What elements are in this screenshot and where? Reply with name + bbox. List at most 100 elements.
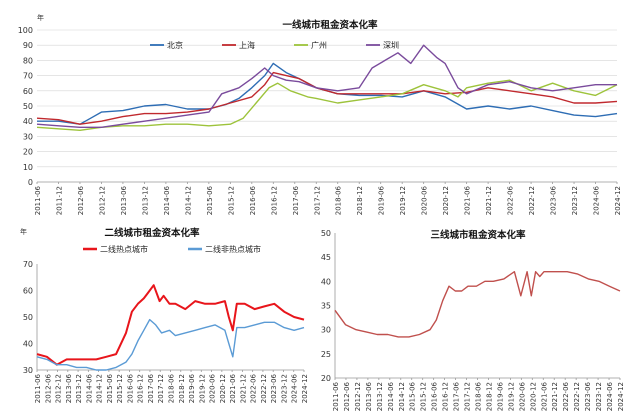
- x-tick-label: 2021-06: [540, 381, 548, 411]
- y-tick-label: 45: [321, 253, 331, 262]
- x-tick-label: 2013-06: [365, 381, 373, 411]
- series-line-2: [36, 79, 618, 132]
- x-tick-label: 2017-06: [453, 381, 461, 411]
- x-tick-label: 2021-06: [464, 185, 472, 215]
- y-tick-label: 90: [23, 41, 33, 50]
- x-tick-label: 2017-12: [313, 186, 321, 215]
- legend-label: 北京: [167, 40, 183, 50]
- y-tick-label: 100: [18, 26, 33, 35]
- series-line-1: [36, 318, 305, 371]
- x-tick-label: 2018-12: [178, 374, 186, 403]
- x-tick-label: 2022-12: [260, 374, 268, 403]
- x-tick-label: 2015-06: [206, 185, 214, 215]
- x-tick-label: 2012-06: [44, 373, 52, 403]
- y-tick-label: 60: [23, 87, 33, 96]
- x-tick-label: 2014-06: [163, 185, 171, 215]
- x-tick-label: 2020-12: [529, 382, 537, 411]
- x-tick-label: 2023-06: [584, 381, 592, 411]
- y-tick-label: 0: [28, 178, 33, 187]
- x-tick-label: 2017-12: [464, 382, 472, 411]
- legend-label: 二线非热点城市: [205, 244, 261, 254]
- x-tick-label: 2019-12: [507, 382, 515, 411]
- x-tick-label: 2023-12: [280, 374, 288, 403]
- x-tick-label: 2023-12: [595, 382, 603, 411]
- y-tick-label: 20: [23, 148, 33, 157]
- y-tick-label: 70: [23, 260, 33, 269]
- x-tick-label: 2016-06: [249, 185, 257, 215]
- x-tick-label: 2024-12: [614, 186, 622, 215]
- x-tick-label: 2017-12: [157, 374, 165, 403]
- series-line-0: [37, 62, 618, 125]
- x-tick-label: 2023-12: [571, 186, 579, 215]
- x-tick-label: 2024-12: [617, 382, 625, 411]
- x-tick-label: 2013-12: [75, 374, 83, 403]
- y-unit-label: 年: [20, 227, 27, 236]
- x-tick-label: 2019-06: [188, 373, 196, 403]
- x-tick-label: 2012-12: [354, 382, 362, 411]
- x-tick-label: 2013-06: [65, 373, 73, 403]
- y-tick-label: 30: [321, 326, 331, 335]
- y-tick-label: 60: [23, 287, 33, 296]
- x-tick-label: 2023-06: [270, 373, 278, 403]
- x-tick-label: 2011-06: [332, 381, 340, 411]
- x-tick-label: 2024-12: [301, 374, 309, 403]
- x-tick-label: 2024-06: [291, 373, 299, 403]
- x-tick-label: 2015-06: [106, 373, 114, 403]
- x-tick-label: 2019-12: [198, 374, 206, 403]
- y-unit-label: 年: [37, 13, 44, 22]
- y-tick-label: 25: [321, 350, 331, 359]
- y-tick-label: 50: [23, 313, 33, 322]
- x-tick-label: 2024-06: [606, 381, 614, 411]
- x-tick-label: 2014-12: [96, 374, 104, 403]
- y-tick-label: 35: [321, 302, 331, 311]
- x-tick-label: 2021-12: [551, 382, 559, 411]
- y-tick-label: 80: [23, 56, 33, 65]
- x-tick-label: 2018-06: [335, 185, 343, 215]
- x-tick-label: 2013-12: [376, 382, 384, 411]
- x-tick-label: 2017-06: [147, 373, 155, 403]
- x-tick-label: 2021-12: [485, 186, 493, 215]
- x-tick-label: 2022-06: [507, 185, 515, 215]
- x-tick-label: 2016-06: [431, 381, 439, 411]
- x-tick-label: 2012-12: [98, 186, 106, 215]
- y-tick-label: 40: [23, 117, 33, 126]
- x-tick-label: 2019-06: [496, 381, 504, 411]
- x-tick-label: 2014-06: [387, 381, 395, 411]
- x-tick-label: 2015-12: [420, 382, 428, 411]
- x-tick-label: 2016-12: [270, 186, 278, 215]
- y-tick-label: 40: [321, 277, 331, 286]
- x-tick-label: 2024-06: [593, 185, 601, 215]
- chart-title: 三线城市租金资本化率: [430, 229, 526, 241]
- y-tick-label: 50: [23, 102, 33, 111]
- x-tick-label: 2018-12: [356, 186, 364, 215]
- series-line-3: [36, 44, 617, 129]
- x-tick-label: 2022-06: [250, 373, 258, 403]
- y-tick-label: 70: [23, 72, 33, 81]
- series-line-0: [334, 271, 621, 338]
- y-tick-label: 10: [23, 163, 33, 172]
- chart-tier1-cities: 年 一线城市租金资本化率 北京 上海 广州 深圳 0 10 20 30 40 50 60 70 80 90…: [18, 13, 622, 215]
- x-tick-label: 2012-06: [77, 185, 85, 215]
- x-tick-label: 2012-06: [343, 381, 351, 411]
- y-tick-label: 40: [23, 340, 33, 349]
- x-tick-label: 2016-06: [126, 373, 134, 403]
- x-tick-label: 2020-12: [442, 186, 450, 215]
- y-tick-label: 50: [321, 229, 331, 238]
- x-tick-label: 2018-06: [168, 373, 176, 403]
- x-tick-label: 2015-12: [116, 374, 124, 403]
- x-tick-label: 2014-12: [184, 186, 192, 215]
- x-tick-label: 2012-12: [55, 374, 63, 403]
- x-tick-label: 2023-06: [550, 185, 558, 215]
- x-tick-label: 2018-06: [475, 381, 483, 411]
- x-tick-label: 2016-12: [137, 374, 145, 403]
- x-tick-label: 2016-12: [442, 382, 450, 411]
- x-tick-label: 2020-06: [421, 185, 429, 215]
- y-tick-label: 30: [23, 132, 33, 141]
- x-tick-label: 2022-06: [562, 381, 570, 411]
- x-tick-label: 2015-12: [227, 186, 235, 215]
- x-tick-label: 2022-12: [573, 382, 581, 411]
- x-tick-label: 2019-12: [399, 186, 407, 215]
- legend-label: 二线热点城市: [100, 244, 148, 254]
